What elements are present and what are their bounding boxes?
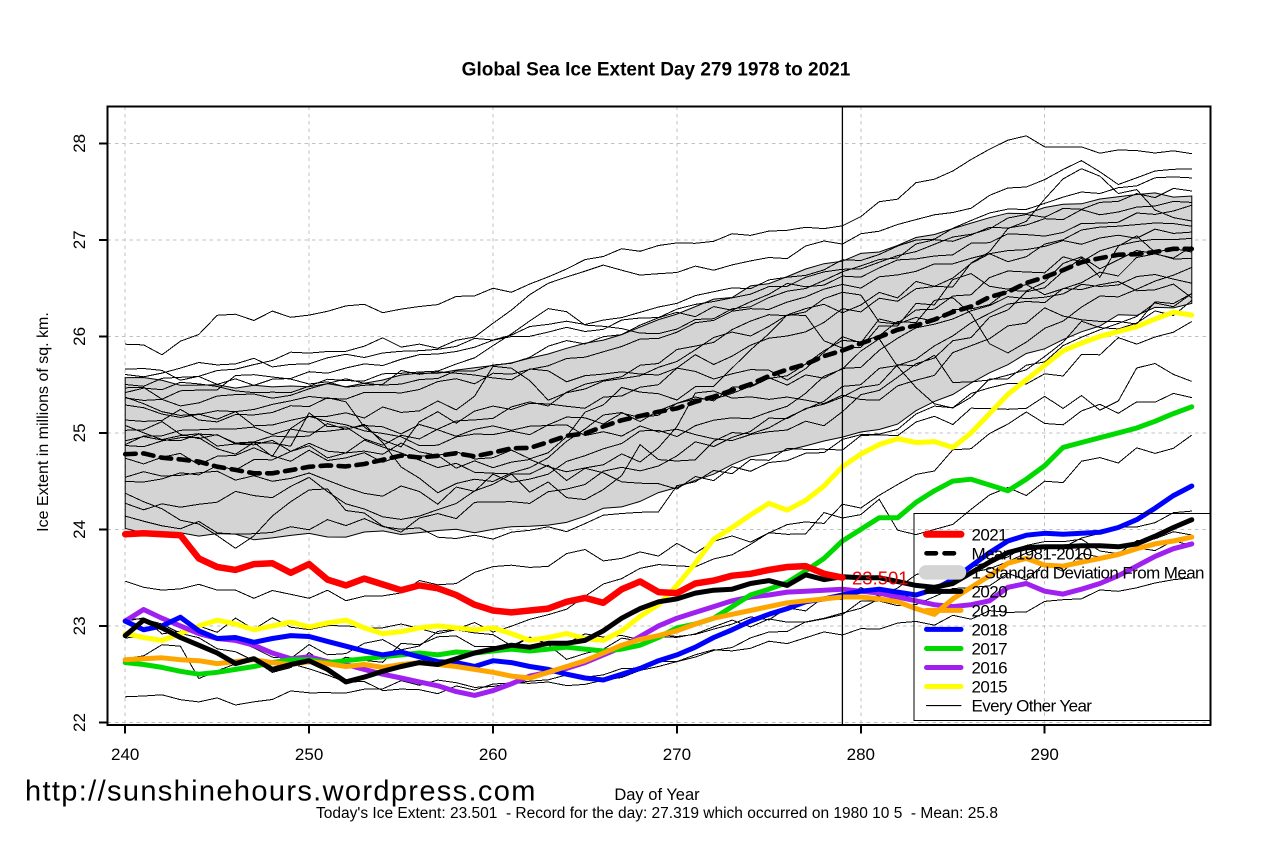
svg-text:Every Other Year: Every Other Year xyxy=(972,697,1093,716)
svg-text:27: 27 xyxy=(70,230,89,249)
svg-text:1 Standard Deviation From Mean: 1 Standard Deviation From Mean xyxy=(972,563,1205,582)
svg-text:http://sunshinehours.wordpress: http://sunshinehours.wordpress.com xyxy=(25,776,537,808)
svg-text:2017: 2017 xyxy=(972,640,1008,659)
svg-text:2016: 2016 xyxy=(972,659,1008,678)
svg-text:24: 24 xyxy=(70,520,89,539)
svg-text:Mean 1981-2010: Mean 1981-2010 xyxy=(972,544,1092,563)
svg-text:28: 28 xyxy=(70,134,89,153)
svg-text:2019: 2019 xyxy=(972,601,1008,620)
svg-text:26: 26 xyxy=(70,327,89,346)
svg-text:290: 290 xyxy=(1031,745,1059,764)
svg-text:2015: 2015 xyxy=(972,678,1008,697)
svg-text:270: 270 xyxy=(663,745,691,764)
svg-text:Global Sea Ice Extent Day 279: Global Sea Ice Extent Day 279 1978 to 20… xyxy=(462,60,851,81)
svg-text:22: 22 xyxy=(70,713,89,732)
svg-text:25: 25 xyxy=(70,423,89,442)
svg-text:260: 260 xyxy=(479,745,507,764)
svg-text:2018: 2018 xyxy=(972,620,1008,639)
svg-text:250: 250 xyxy=(295,745,323,764)
svg-text:Day of Year: Day of Year xyxy=(614,786,700,804)
svg-text:280: 280 xyxy=(847,745,875,764)
svg-text:Today's Ice Extent: 23.501 -: Today's Ice Extent: 23.501 - Record for … xyxy=(316,805,998,822)
svg-text:240: 240 xyxy=(111,745,139,764)
svg-text:23.501: 23.501 xyxy=(852,568,909,589)
svg-text:23: 23 xyxy=(70,616,89,635)
svg-text:Ice Extent in millions of sq.: Ice Extent in millions of sq. km. xyxy=(35,312,52,532)
svg-text:2021: 2021 xyxy=(972,525,1008,544)
svg-text:2020: 2020 xyxy=(972,582,1008,601)
